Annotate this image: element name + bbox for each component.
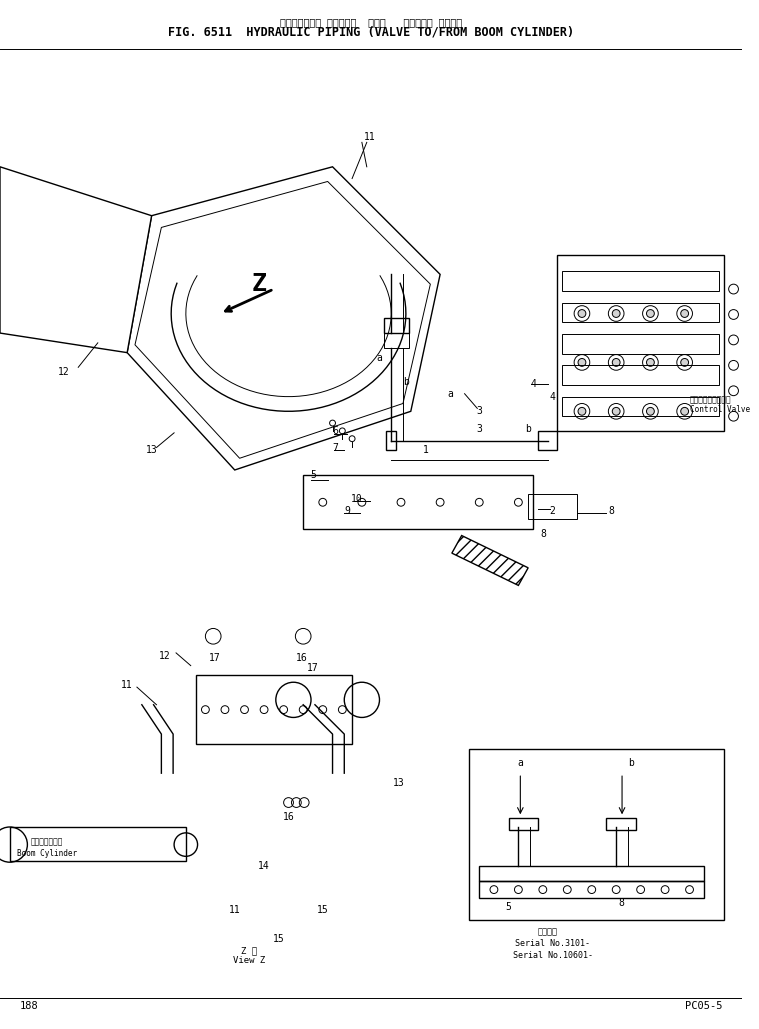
Bar xyxy=(562,334,719,354)
Bar xyxy=(384,318,409,333)
Text: 3: 3 xyxy=(477,424,482,434)
Text: Serial No.3101-: Serial No.3101- xyxy=(515,938,590,948)
Text: 6: 6 xyxy=(332,426,339,436)
Polygon shape xyxy=(0,167,152,353)
Circle shape xyxy=(578,358,586,366)
Text: 13: 13 xyxy=(146,446,157,456)
Text: b: b xyxy=(525,424,531,434)
Text: 1: 1 xyxy=(423,446,428,456)
Text: b: b xyxy=(403,377,409,387)
Bar xyxy=(558,255,724,431)
Text: 8: 8 xyxy=(618,898,624,909)
Text: b: b xyxy=(628,758,634,769)
Text: FIG. 6511  HYDRAULIC PIPING (VALVE TO/FROM BOOM CYLINDER): FIG. 6511 HYDRAULIC PIPING (VALVE TO/FRO… xyxy=(168,26,574,38)
Text: Control Valve: Control Valve xyxy=(689,404,750,414)
Bar xyxy=(479,866,704,881)
Bar xyxy=(509,818,538,830)
Text: 16: 16 xyxy=(282,812,294,822)
Text: 15: 15 xyxy=(273,934,285,945)
Text: 13: 13 xyxy=(393,778,405,788)
Bar xyxy=(562,303,719,322)
Circle shape xyxy=(613,358,620,366)
Text: 7: 7 xyxy=(332,443,339,454)
Text: 2: 2 xyxy=(550,506,556,517)
Bar xyxy=(384,333,409,348)
Circle shape xyxy=(647,310,654,317)
Text: 17: 17 xyxy=(307,663,319,673)
Text: 188: 188 xyxy=(20,1001,39,1010)
Bar xyxy=(562,396,719,416)
Text: 適用号機: 適用号機 xyxy=(537,927,558,936)
Circle shape xyxy=(647,407,654,416)
Circle shape xyxy=(681,310,688,317)
Text: 11: 11 xyxy=(229,906,241,915)
Text: 4: 4 xyxy=(550,392,556,401)
Polygon shape xyxy=(128,167,440,470)
Bar xyxy=(386,431,396,451)
Bar xyxy=(196,675,352,744)
Circle shape xyxy=(578,310,586,317)
Bar xyxy=(470,749,724,920)
Text: Serial No.10601-: Serial No.10601- xyxy=(512,951,593,960)
Text: 3: 3 xyxy=(477,406,482,417)
Circle shape xyxy=(613,407,620,416)
Text: a: a xyxy=(376,353,383,362)
Circle shape xyxy=(681,407,688,416)
Text: 8: 8 xyxy=(540,529,546,538)
Text: 9: 9 xyxy=(345,506,350,517)
Text: PC05-5: PC05-5 xyxy=(685,1001,723,1010)
Text: Z 視: Z 視 xyxy=(241,947,257,956)
Text: 5: 5 xyxy=(310,470,316,480)
Bar xyxy=(538,431,558,451)
Text: Boom Cylinder: Boom Cylinder xyxy=(17,849,77,858)
Text: View Z: View Z xyxy=(233,957,266,965)
Text: 8: 8 xyxy=(609,506,614,517)
Text: 4: 4 xyxy=(530,379,536,389)
Text: ハイドロリック パイピング  スカス   ト・ブーム シリンダ: ハイドロリック パイピング スカス ト・ブーム シリンダ xyxy=(279,17,461,27)
Circle shape xyxy=(647,358,654,366)
Polygon shape xyxy=(303,475,533,529)
Text: 11: 11 xyxy=(364,133,376,142)
Text: 5: 5 xyxy=(505,902,512,912)
Circle shape xyxy=(578,407,586,416)
Text: 15: 15 xyxy=(317,906,329,915)
Circle shape xyxy=(681,358,688,366)
Text: 10: 10 xyxy=(351,494,363,504)
Text: a: a xyxy=(447,389,453,398)
Text: Z: Z xyxy=(252,272,266,296)
Text: ブームシリンダ: ブームシリンダ xyxy=(31,838,63,846)
Text: 12: 12 xyxy=(159,650,170,661)
Text: a: a xyxy=(518,758,523,769)
Polygon shape xyxy=(452,535,528,586)
Bar xyxy=(479,881,704,898)
Bar xyxy=(606,818,636,830)
Text: 14: 14 xyxy=(258,861,270,872)
Text: 11: 11 xyxy=(121,680,133,690)
Circle shape xyxy=(613,310,620,317)
Text: コントロールバルブ: コントロールバルブ xyxy=(689,395,731,404)
Bar xyxy=(562,272,719,291)
Text: 17: 17 xyxy=(209,652,221,663)
Bar xyxy=(10,827,186,861)
Bar xyxy=(562,365,719,385)
Text: 16: 16 xyxy=(295,652,307,663)
Bar xyxy=(528,495,577,519)
Text: 12: 12 xyxy=(58,367,70,378)
